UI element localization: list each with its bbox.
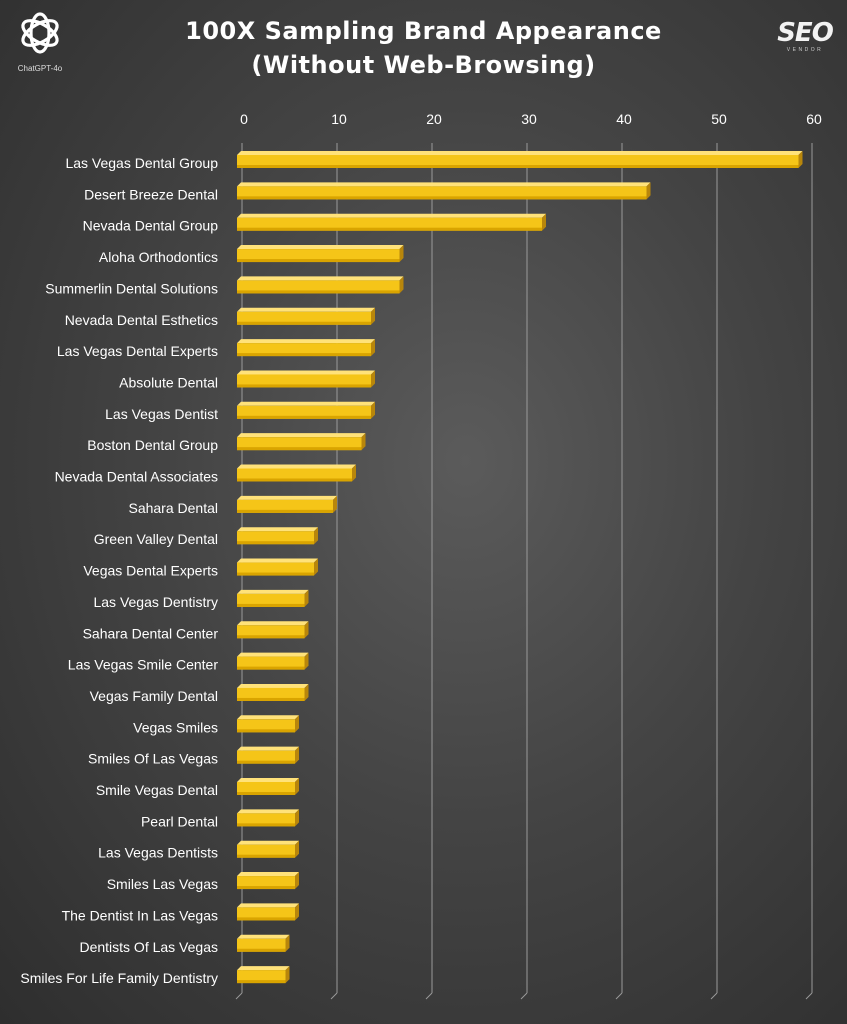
category-label: Vegas Dental Experts (83, 563, 218, 579)
category-label: Sahara Dental Center (83, 625, 219, 641)
category-label: Las Vegas Dentists (98, 845, 218, 861)
gridline-base (805, 992, 813, 1000)
category-label: Pearl Dental (141, 813, 218, 829)
chart-title: 100X Sampling Brand Appearance (185, 17, 662, 45)
vendor-logo-text: VENDOR (786, 47, 824, 53)
bar (237, 182, 651, 200)
category-label: Nevada Dental Associates (55, 469, 218, 485)
category-label: The Dentist In Las Vegas (62, 907, 218, 923)
gridline-base (330, 992, 338, 1000)
bar (237, 746, 299, 764)
bar (237, 495, 337, 513)
bar (237, 464, 356, 482)
category-label: Green Valley Dental (94, 531, 218, 547)
x-tick-label: 60 (806, 111, 822, 127)
bar (237, 527, 318, 545)
openai-knot-icon (21, 12, 59, 54)
bars (237, 151, 803, 984)
bar (237, 276, 404, 294)
bar (237, 715, 299, 733)
bar (237, 558, 318, 576)
seo-logo-text: SEO (777, 18, 834, 48)
bar (237, 151, 803, 168)
category-label: Las Vegas Dental Experts (57, 343, 218, 359)
bar (237, 840, 299, 858)
bar (237, 809, 299, 827)
gridline-base (520, 992, 528, 1000)
category-label: Aloha Orthodontics (99, 249, 218, 265)
category-label: Smiles For Life Family Dentistry (20, 970, 218, 986)
category-label: Dentists Of Las Vegas (79, 939, 218, 955)
chart-subtitle: (Without Web-Browsing) (251, 51, 596, 79)
category-label: Summerlin Dental Solutions (45, 280, 218, 296)
x-tick-label: 50 (711, 111, 727, 127)
bar (237, 778, 299, 795)
category-label: Smiles Las Vegas (107, 876, 218, 892)
category-label: Nevada Dental Esthetics (65, 312, 218, 328)
category-labels: Las Vegas Dental Group Desert Breeze Dent… (20, 155, 218, 986)
gridline-base (615, 992, 623, 1000)
category-label: Vegas Family Dental (90, 688, 218, 704)
category-label: Smiles Of Las Vegas (88, 751, 218, 767)
category-label: Absolute Dental (119, 374, 218, 390)
bar (237, 934, 290, 952)
gridline-base (710, 992, 718, 1000)
category-label: Las Vegas Dental Group (65, 155, 218, 171)
bar (237, 872, 299, 890)
bar (237, 401, 375, 419)
seo-vendor-logo: SEO VENDOR (777, 18, 834, 53)
category-label: Smile Vegas Dental (96, 782, 218, 798)
x-tick-label: 40 (616, 111, 632, 127)
bar (237, 903, 299, 921)
x-axis-ticks: 0 10 20 30 40 50 60 (240, 111, 822, 127)
category-label: Boston Dental Group (87, 437, 218, 453)
chatgpt-logo: ChatGPT-4o (12, 8, 68, 73)
gridlines (235, 143, 813, 1000)
category-label: Vegas Smiles (133, 719, 218, 735)
gridline-base (235, 992, 243, 1000)
bar (237, 966, 290, 984)
bar (237, 370, 375, 388)
bar (237, 245, 404, 263)
x-tick-label: 0 (240, 111, 248, 127)
category-label: Sahara Dental (128, 500, 218, 516)
bar (237, 589, 309, 607)
bar (237, 683, 309, 701)
category-label: Las Vegas Smile Center (68, 657, 219, 673)
bar (237, 621, 309, 639)
x-tick-label: 30 (521, 111, 537, 127)
category-label: Las Vegas Dentistry (93, 594, 218, 610)
bar (237, 213, 546, 231)
bar (237, 652, 309, 670)
x-tick-label: 20 (426, 111, 442, 127)
category-label: Desert Breeze Dental (84, 186, 218, 202)
logo-caption: ChatGPT-4o (17, 64, 63, 73)
category-label: Nevada Dental Group (83, 218, 219, 234)
bar (237, 339, 375, 357)
category-label: Las Vegas Dentist (105, 406, 218, 422)
x-tick-label: 10 (331, 111, 347, 127)
bar (237, 433, 366, 451)
gridline-base (425, 992, 433, 1000)
bar (237, 307, 375, 325)
